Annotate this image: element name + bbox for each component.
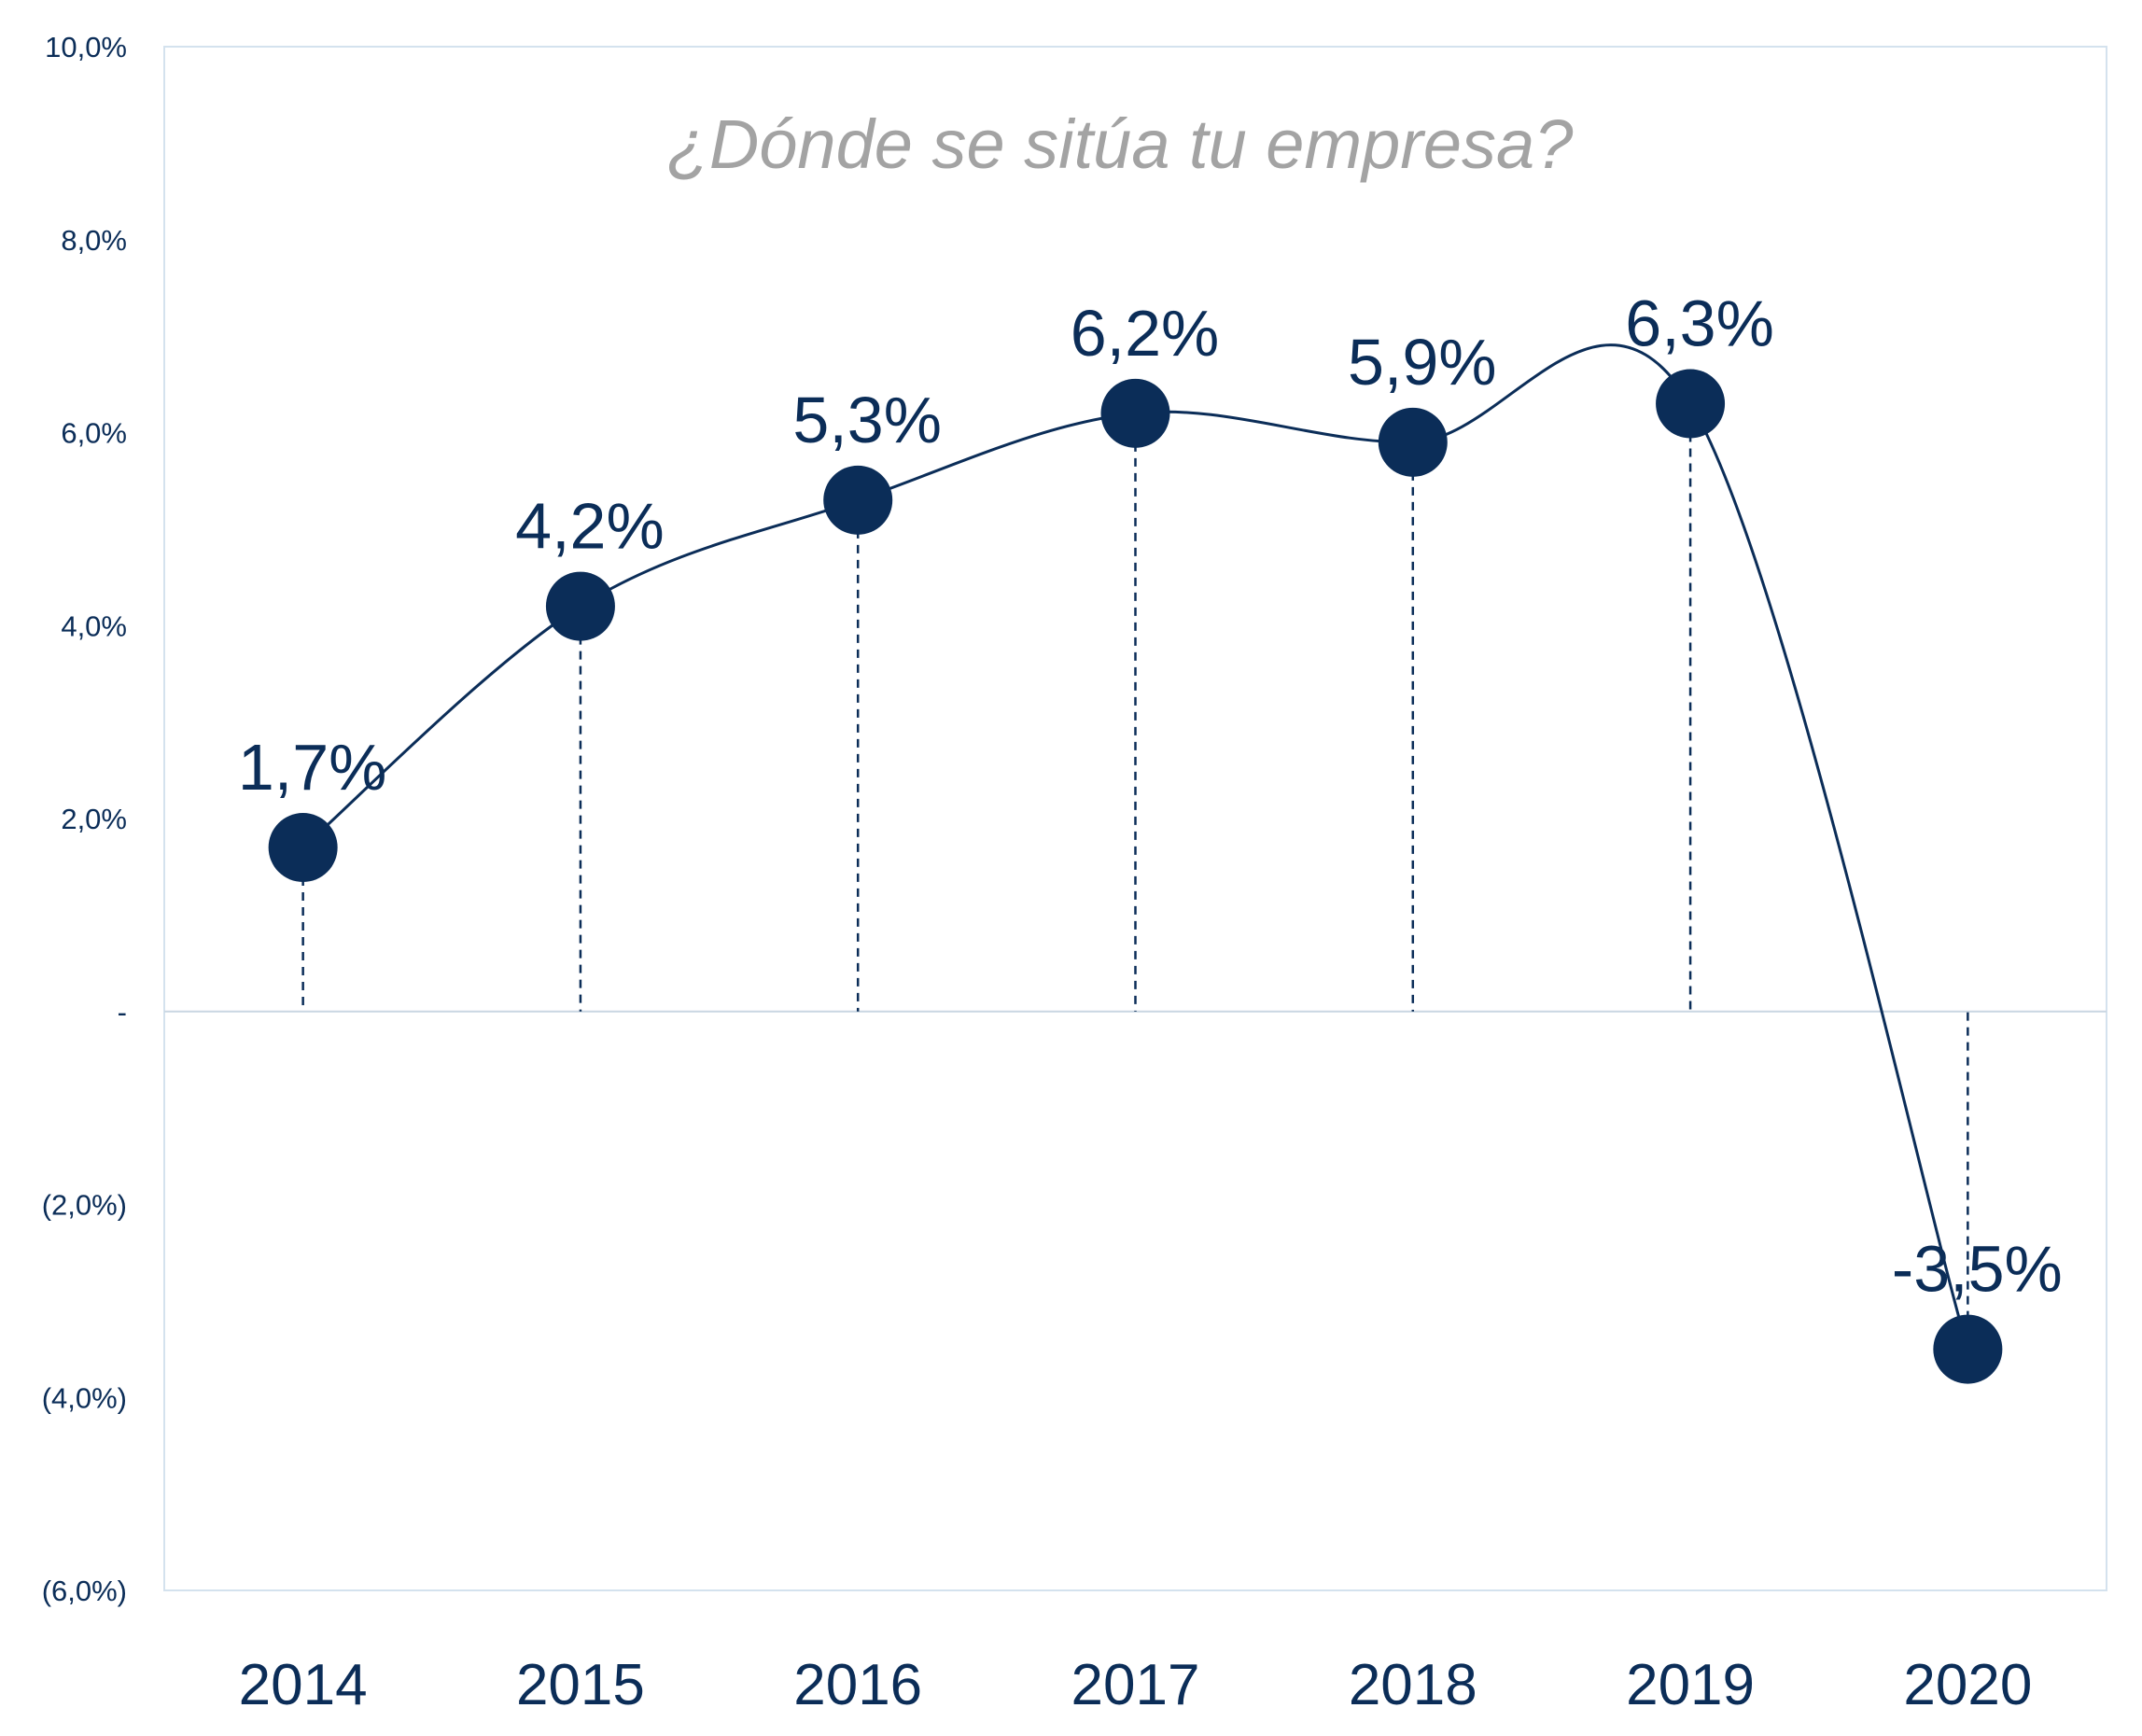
y-axis-tick-labels: 10,0% 8,0% 6,0% 4,0% 2,0% - (2,0%) (4,0%) (6,0%) bbox=[42, 31, 127, 1607]
data-point bbox=[1933, 1314, 2003, 1384]
data-label: 1,7% bbox=[238, 731, 387, 804]
data-label: 6,3% bbox=[1625, 287, 1774, 359]
x-tick-label: 2019 bbox=[1626, 1653, 1755, 1717]
chart-subtitle: ¿Dónde se sitúa tu empresa? bbox=[667, 105, 1574, 183]
x-tick-label: 2016 bbox=[793, 1653, 922, 1717]
x-tick-label: 2015 bbox=[516, 1653, 645, 1717]
y-tick-label: (6,0%) bbox=[42, 1575, 127, 1607]
data-point bbox=[1100, 378, 1170, 448]
y-tick-label: 6,0% bbox=[61, 417, 127, 450]
x-tick-label: 2014 bbox=[239, 1653, 368, 1717]
y-tick-label: 4,0% bbox=[61, 609, 127, 642]
y-tick-label: 2,0% bbox=[61, 803, 127, 835]
data-label: 6,2% bbox=[1071, 297, 1220, 370]
data-point bbox=[268, 813, 338, 883]
y-tick-label: - bbox=[118, 996, 127, 1029]
data-point bbox=[1378, 407, 1448, 477]
data-labels: 1,7% 4,2% 5,3% 6,2% 5,9% 6,3% -3,5% bbox=[238, 287, 2063, 1305]
series-markers bbox=[268, 369, 2003, 1384]
data-label: 5,3% bbox=[792, 384, 942, 456]
data-point bbox=[823, 465, 893, 535]
x-axis-tick-labels: 2014 2015 2016 2017 2018 2019 2020 bbox=[239, 1653, 2033, 1717]
x-tick-label: 2018 bbox=[1349, 1653, 1477, 1717]
data-point bbox=[545, 571, 615, 641]
x-tick-label: 2017 bbox=[1071, 1653, 1200, 1717]
y-tick-label: (2,0%) bbox=[42, 1189, 127, 1222]
y-tick-label: (4,0%) bbox=[42, 1381, 127, 1414]
data-label: 4,2% bbox=[515, 490, 665, 563]
x-tick-label: 2020 bbox=[1903, 1653, 2032, 1717]
data-label: 5,9% bbox=[1348, 326, 1497, 399]
data-point bbox=[1656, 369, 1726, 439]
y-tick-label: 10,0% bbox=[45, 31, 127, 63]
data-label: -3,5% bbox=[1892, 1233, 2063, 1306]
y-tick-label: 8,0% bbox=[61, 224, 127, 257]
drop-lines bbox=[301, 403, 1969, 1350]
